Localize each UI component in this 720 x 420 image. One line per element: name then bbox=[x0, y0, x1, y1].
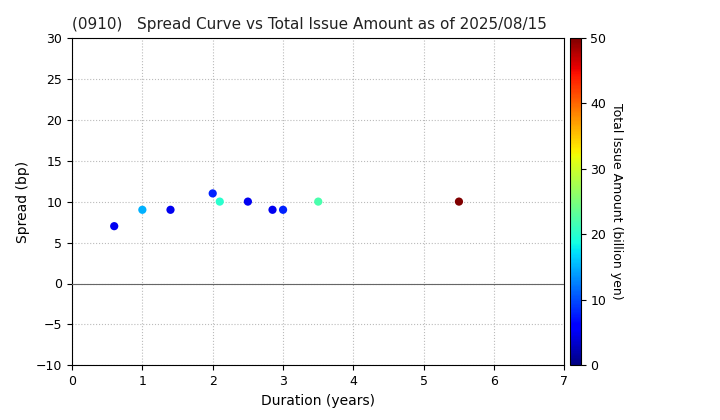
Point bbox=[214, 198, 225, 205]
Point bbox=[207, 190, 218, 197]
Point bbox=[453, 198, 464, 205]
X-axis label: Duration (years): Duration (years) bbox=[261, 394, 375, 408]
Y-axis label: Total Issue Amount (billion yen): Total Issue Amount (billion yen) bbox=[610, 103, 623, 300]
Point bbox=[242, 198, 253, 205]
Point bbox=[137, 207, 148, 213]
Point bbox=[266, 207, 278, 213]
Y-axis label: Spread (bp): Spread (bp) bbox=[17, 160, 30, 243]
Point bbox=[109, 223, 120, 229]
Text: (0910)   Spread Curve vs Total Issue Amount as of 2025/08/15: (0910) Spread Curve vs Total Issue Amoun… bbox=[72, 18, 547, 32]
Point bbox=[165, 207, 176, 213]
Point bbox=[277, 207, 289, 213]
Point bbox=[312, 198, 324, 205]
